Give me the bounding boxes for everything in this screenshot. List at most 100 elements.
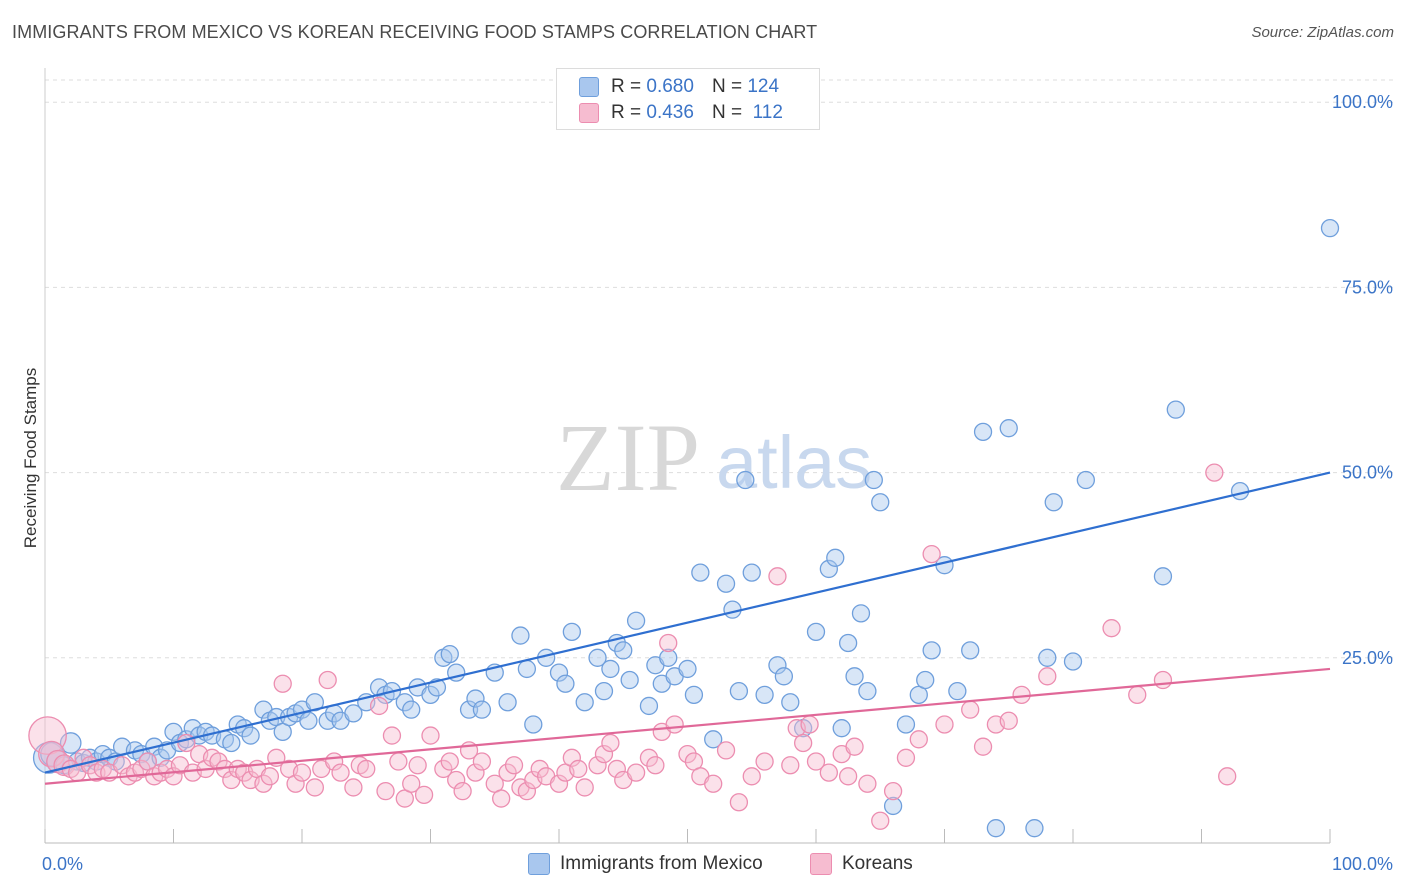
series-legend-mexico: Immigrants from Mexico — [528, 852, 763, 876]
point-korean — [999, 711, 1018, 730]
point-korean — [402, 774, 421, 793]
legend-n-label: N = — [711, 76, 743, 97]
point-mexico — [742, 563, 761, 582]
point-korean — [806, 752, 826, 771]
point-korean — [344, 778, 363, 797]
point-korean — [768, 567, 787, 586]
point-korean — [273, 674, 292, 693]
point-korean — [973, 737, 993, 756]
point-korean — [369, 696, 389, 716]
point-mexico — [1076, 470, 1095, 490]
point-mexico — [774, 667, 794, 686]
legend-n-value: 112 — [752, 102, 783, 123]
point-korean — [305, 778, 325, 797]
point-mexico — [729, 681, 749, 701]
y-tick-label: 100.0% — [1332, 92, 1393, 112]
point-korean — [453, 781, 472, 801]
x-tick-label: 100.0% — [1332, 854, 1393, 874]
point-mexico — [1063, 652, 1083, 671]
chart-title: IMMIGRANTS FROM MEXICO VS KOREAN RECEIVI… — [12, 22, 818, 42]
point-korean — [440, 752, 459, 771]
point-korean — [659, 633, 678, 653]
legend-r-label: R = — [611, 76, 642, 97]
point-mexico — [440, 644, 459, 664]
point-korean — [704, 774, 723, 793]
point-mexico — [851, 604, 871, 623]
point-korean — [871, 811, 890, 830]
point-mexico — [1166, 400, 1185, 419]
point-mexico — [986, 819, 1006, 838]
point-mexico — [838, 633, 858, 653]
legend-row-mexico: R = 0.680 N = 124 — [579, 75, 779, 99]
legend-swatch-pink — [810, 853, 832, 875]
point-mexico — [614, 641, 633, 660]
point-mexico — [524, 715, 543, 734]
point-mexico — [299, 711, 318, 730]
legend-n-label: N = — [711, 102, 743, 123]
point-mexico — [819, 559, 838, 579]
point-korean — [408, 756, 427, 775]
point-mexico — [684, 685, 704, 704]
point-korean — [838, 767, 858, 786]
point-korean — [549, 774, 569, 793]
point-mexico — [864, 470, 883, 490]
point-mexico — [639, 696, 659, 716]
point-korean — [447, 770, 466, 790]
point-mexico — [883, 796, 903, 816]
point-mexico — [858, 681, 877, 701]
series-koreans — [28, 463, 1237, 830]
point-korean — [28, 716, 67, 755]
point-mexico — [459, 700, 479, 719]
point-mexico — [1025, 819, 1044, 838]
point-korean — [318, 670, 337, 690]
point-korean — [678, 744, 697, 764]
point-mexico — [871, 493, 890, 512]
legend-swatch-blue — [579, 77, 599, 97]
point-mexico — [922, 641, 941, 660]
point-mexico — [691, 563, 710, 582]
point-korean — [646, 756, 665, 775]
x-tick-label: 0.0% — [42, 854, 83, 874]
y-axis-title: Receiving Food Stamps — [21, 368, 40, 548]
source-label: Source: ZipAtlas.com — [1251, 24, 1394, 41]
point-korean — [742, 767, 761, 786]
point-mexico — [466, 689, 485, 708]
point-korean — [1102, 619, 1121, 638]
point-korean — [575, 778, 594, 797]
point-mexico — [1038, 648, 1057, 667]
point-korean — [858, 774, 877, 793]
point-korean — [716, 741, 736, 760]
point-mexico — [716, 574, 736, 593]
grid-lines — [45, 79, 1395, 659]
point-mexico — [421, 685, 440, 704]
point-korean — [504, 756, 524, 775]
point-korean — [254, 774, 273, 793]
point-mexico — [826, 548, 845, 567]
correlation-legend: R = 0.680 N = 124 R = 0.436 N = 112 — [556, 68, 820, 130]
legend-swatch-blue — [528, 853, 550, 875]
point-mexico — [562, 622, 581, 642]
point-mexico — [896, 715, 916, 734]
point-korean — [626, 763, 646, 782]
point-korean — [434, 759, 453, 779]
point-korean — [909, 730, 928, 749]
point-mexico — [517, 659, 537, 679]
point-korean — [935, 715, 954, 734]
y-tick-label: 50.0% — [1342, 463, 1393, 483]
trend-line-koreans — [44, 667, 1331, 785]
point-korean — [794, 733, 813, 753]
point-mexico — [498, 693, 517, 712]
axes — [44, 68, 1331, 844]
point-mexico — [241, 726, 260, 745]
point-korean — [389, 752, 408, 771]
point-korean — [1038, 667, 1057, 686]
point-mexico — [511, 626, 530, 645]
legend-r-value: 0.680 — [646, 76, 694, 97]
point-mexico — [222, 733, 241, 753]
legend-r-label: R = — [611, 102, 642, 123]
point-mexico — [402, 700, 421, 719]
trend-lines — [44, 471, 1331, 785]
point-korean — [1205, 463, 1224, 482]
point-korean — [421, 726, 440, 745]
